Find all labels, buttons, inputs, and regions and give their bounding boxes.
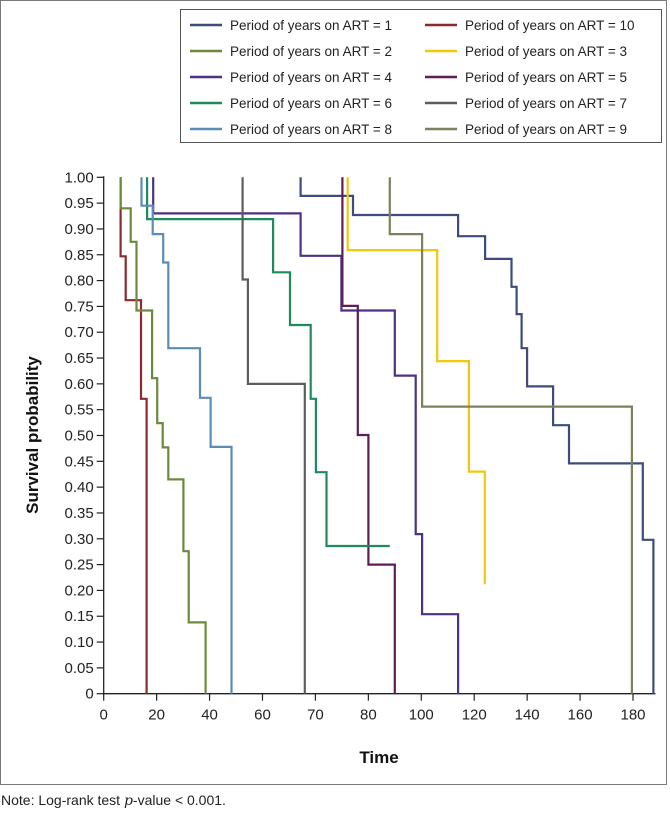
- x-tick-label: 140: [515, 707, 540, 724]
- x-tick-label: 160: [568, 707, 593, 724]
- x-axis-title: Time: [359, 748, 398, 767]
- y-tick-label: 0.55: [64, 402, 93, 419]
- y-tick-label: 0.75: [64, 298, 93, 315]
- y-tick-label: 0.85: [64, 247, 93, 264]
- y-tick-label: 0.20: [64, 582, 93, 599]
- survival-curve-art-8: [140, 177, 233, 694]
- x-tick-label: 70: [307, 707, 324, 724]
- y-tick-label: 0.45: [64, 453, 93, 470]
- x-tick-label: 80: [360, 707, 377, 724]
- y-tick-label: 1.00: [64, 169, 93, 186]
- y-tick-label: 0.70: [64, 324, 93, 341]
- x-tick-label: 0: [100, 707, 108, 724]
- note-prefix: Note: Log-rank test: [1, 792, 124, 808]
- y-tick-label: 0.95: [64, 195, 93, 212]
- legend-label: Period of years on ART = 9: [465, 122, 627, 137]
- survival-curve-art-10: [119, 177, 148, 694]
- y-tick-label: 0: [85, 686, 93, 703]
- survival-curve-art-1: [299, 177, 655, 694]
- x-tick-label: 40: [201, 707, 218, 724]
- y-tick-label: 0.80: [64, 273, 93, 290]
- y-tick-label: 0.35: [64, 505, 93, 522]
- y-tick-label: 0.10: [64, 634, 93, 651]
- x-tick-label: 20: [148, 707, 165, 724]
- x-tick-label: 60: [254, 707, 271, 724]
- legend-label: Period of years on ART = 2: [230, 44, 392, 59]
- legend-label: Period of years on ART = 7: [465, 96, 627, 111]
- y-axis-title: Survival probability: [23, 356, 42, 514]
- kaplan-meier-chart: 0 0.05 0.10 0.15 0.20 0.25 0.30 0.35 0.40 0.45 0.5…: [23, 9, 662, 767]
- survival-curve-art-3: [346, 177, 486, 585]
- legend-label: Period of years on ART = 6: [230, 96, 392, 111]
- y-tick-label: 0.15: [64, 608, 93, 625]
- survival-curve-art-6: [146, 177, 390, 548]
- y-tick-label: 0.40: [64, 479, 93, 496]
- y-tick-label: 0.05: [64, 660, 93, 677]
- legend: Period of years on ART = 1 Period of year…: [180, 9, 662, 143]
- x-tick-label: 120: [462, 707, 487, 724]
- y-tick-label: 0.65: [64, 350, 93, 367]
- note-p-symbol: p: [123, 793, 133, 809]
- survival-curve-art-2: [119, 177, 207, 694]
- legend-label: Period of years on ART = 3: [465, 44, 627, 59]
- figure-frame: [0, 0, 667, 785]
- legend-label: Period of years on ART = 8: [230, 122, 392, 137]
- x-tick-label: 180: [620, 707, 645, 724]
- y-tick-label: 0.90: [64, 221, 93, 238]
- footnote: Note: Log-rank test p-value < 0.001.: [1, 792, 226, 809]
- legend-label: Period of years on ART = 5: [465, 70, 627, 85]
- note-suffix: -value < 0.001.: [132, 792, 226, 808]
- legend-box: [180, 9, 662, 143]
- legend-label: Period of years on ART = 4: [230, 70, 392, 85]
- y-tick-label: 0.30: [64, 531, 93, 548]
- survival-curve-art-5: [341, 177, 396, 694]
- x-tick-label: 100: [409, 707, 434, 724]
- legend-label: Period of years on ART = 1: [230, 18, 392, 33]
- y-tick-label: 0.25: [64, 557, 93, 574]
- legend-label: Period of years on ART = 10: [465, 18, 634, 33]
- y-tick-label: 0.50: [64, 428, 93, 445]
- survival-curve-art-4: [152, 177, 460, 694]
- survival-curve-art-9: [388, 177, 633, 694]
- survival-curve-art-7: [241, 177, 306, 694]
- y-tick-label: 0.60: [64, 376, 93, 393]
